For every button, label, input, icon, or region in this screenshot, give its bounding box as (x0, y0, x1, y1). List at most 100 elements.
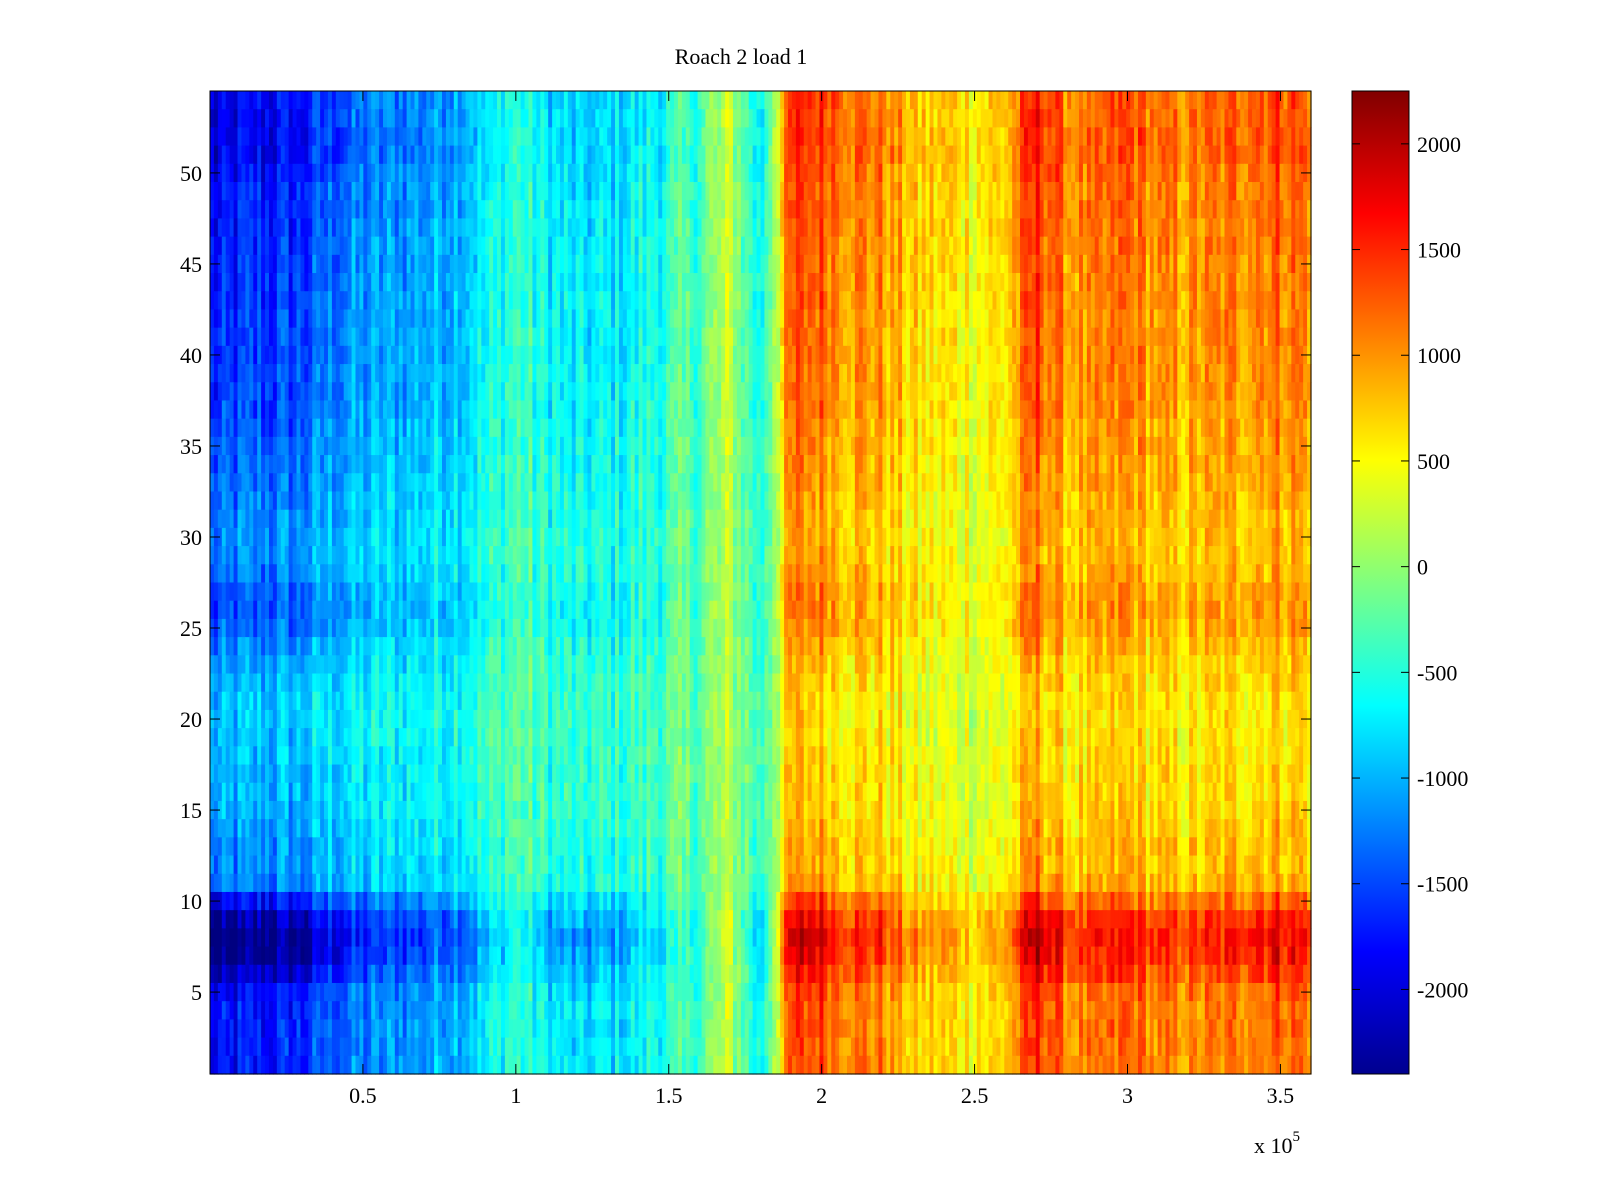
heatmap-cell (390, 91, 396, 110)
heatmap-cell (599, 400, 604, 420)
heatmap-cell (1126, 291, 1131, 311)
heatmap-cell (882, 91, 887, 110)
heatmap-cell (280, 109, 286, 128)
heatmap-cell (1283, 109, 1288, 128)
heatmap-cell (1000, 400, 1005, 420)
heatmap-cell (367, 273, 372, 292)
heatmap-cell (1020, 200, 1025, 220)
heatmap-cell (253, 291, 258, 311)
heatmap-cell (909, 91, 915, 110)
heatmap-cell (1267, 109, 1273, 128)
heatmap-cell (850, 364, 856, 383)
heatmap-cell (544, 236, 549, 256)
heatmap-cell (221, 382, 227, 402)
heatmap-cell (532, 236, 537, 256)
heatmap-cell (835, 200, 840, 220)
heatmap-cell (402, 236, 408, 256)
heatmap-cell (410, 382, 416, 402)
heatmap-cell (536, 145, 541, 165)
heatmap-cell (937, 254, 942, 274)
heatmap-cell (736, 327, 742, 347)
heatmap-cell (886, 163, 891, 183)
heatmap-cell (1173, 327, 1178, 347)
heatmap-cell (1000, 254, 1005, 274)
heatmap-cell (654, 364, 659, 383)
heatmap-cell (1255, 145, 1261, 165)
heatmap-cell (1169, 291, 1174, 311)
heatmap-cell (296, 236, 302, 256)
heatmap-cell (351, 382, 357, 402)
heatmap-cell (905, 236, 911, 256)
heatmap-cell (481, 309, 486, 329)
heatmap-cell (245, 127, 250, 147)
heatmap-cell (1287, 145, 1292, 165)
heatmap-cell (1059, 400, 1064, 420)
heatmap-cell (862, 200, 868, 220)
heatmap-cell (811, 291, 817, 311)
heatmap-cell (945, 91, 950, 110)
heatmap-cell (1291, 236, 1296, 256)
heatmap-cell (1106, 91, 1112, 110)
heatmap-cell (615, 273, 620, 292)
heatmap-cell (823, 127, 828, 147)
heatmap-cell (465, 273, 471, 292)
heatmap-cell (890, 218, 895, 238)
heatmap-cell (524, 109, 530, 128)
heatmap-cell (331, 382, 337, 402)
heatmap-cell (1008, 273, 1013, 292)
heatmap-cell (626, 200, 632, 220)
heatmap-cell (972, 109, 978, 128)
heatmap-cell (788, 345, 793, 365)
heatmap-cell (556, 145, 561, 165)
heatmap-cell (536, 382, 541, 402)
heatmap-cell (233, 291, 239, 311)
heatmap-cell (756, 364, 762, 383)
heatmap-cell (949, 254, 954, 274)
heatmap-cell (866, 309, 872, 329)
heatmap-cell (449, 273, 455, 292)
heatmap-cell (862, 218, 868, 238)
heatmap-cell (1267, 327, 1273, 347)
heatmap-cell (1204, 345, 1210, 365)
heatmap-cell (445, 291, 451, 311)
heatmap-cell (489, 91, 494, 110)
heatmap-cell (563, 200, 569, 220)
heatmap-cell (1004, 327, 1009, 347)
heatmap-cell (402, 91, 408, 110)
heatmap-cell (497, 327, 502, 347)
heatmap-cell (504, 345, 510, 365)
heatmap-cell (1082, 291, 1088, 311)
heatmap-cell (1094, 254, 1100, 274)
heatmap-cell (1082, 182, 1088, 201)
heatmap-cell (941, 254, 946, 274)
heatmap-cell (528, 91, 534, 110)
heatmap-cell (784, 309, 789, 329)
heatmap-cell (1216, 127, 1222, 147)
heatmap-cell (1177, 91, 1182, 110)
heatmap-cell (992, 291, 998, 311)
heatmap-cell (1008, 109, 1013, 128)
heatmap-cell (1169, 364, 1174, 383)
heatmap-cell (658, 109, 663, 128)
heatmap-cell (913, 291, 919, 311)
heatmap-cell (363, 364, 368, 383)
heatmap-cell (622, 382, 628, 402)
heatmap-cell (367, 236, 372, 256)
heatmap-cell (552, 163, 557, 183)
heatmap-cell (681, 309, 687, 329)
heatmap-cell (933, 291, 939, 311)
heatmap-cell (638, 109, 644, 128)
heatmap-cell (1012, 91, 1017, 110)
heatmap-cell (595, 291, 600, 311)
heatmap-cell (870, 145, 876, 165)
heatmap-cell (1224, 91, 1230, 110)
heatmap-cell (1153, 127, 1159, 147)
heatmap-cell (866, 382, 872, 402)
heatmap-cell (1039, 91, 1045, 110)
heatmap-cell (1102, 109, 1108, 128)
heatmap-cell (284, 400, 290, 420)
heatmap-cell (320, 254, 325, 274)
heatmap-cell (768, 382, 773, 402)
heatmap-cell (1141, 364, 1147, 383)
heatmap-cell (725, 400, 730, 420)
